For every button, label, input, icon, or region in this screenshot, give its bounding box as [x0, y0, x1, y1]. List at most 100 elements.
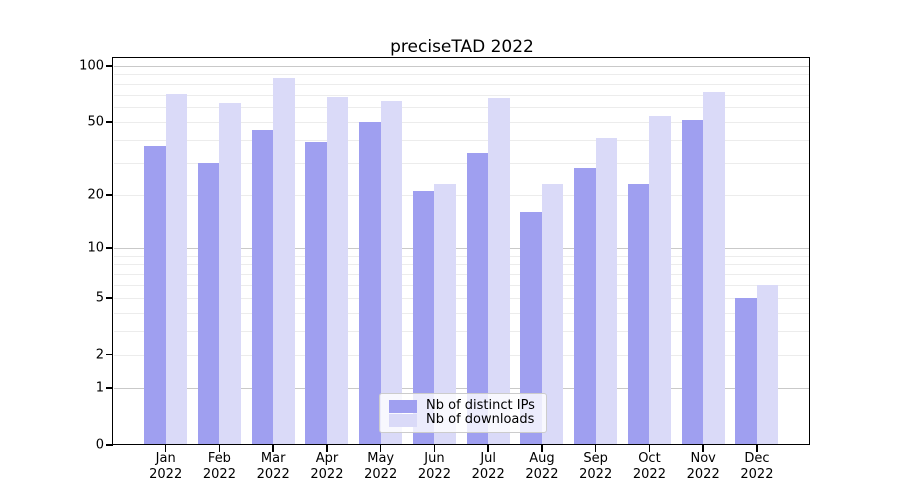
y-tick-label-20: 20 — [87, 187, 104, 203]
legend-entry-downloads: Nb of downloads — [389, 413, 537, 427]
x-tick-jan-2022 — [164, 445, 167, 452]
legend-label-distinct-ips: Nb of distinct IPs — [426, 398, 535, 413]
gridline-minor-9 — [114, 255, 810, 257]
bar-nb-of-distinct-ips-jun-2022 — [412, 190, 435, 445]
x-tick-month: Feb — [207, 451, 231, 466]
x-tick-month: Mar — [260, 451, 286, 466]
y-tick-label-1: 1 — [95, 380, 104, 396]
x-tick-year: 2022 — [256, 467, 290, 482]
x-tick-year: 2022 — [364, 467, 398, 482]
x-tick-nov-2022 — [702, 445, 704, 452]
bar-nb-of-downloads-may-2022 — [380, 100, 403, 445]
bar-nb-of-distinct-ips-jul-2022 — [466, 152, 489, 445]
x-tick-month: Jun — [424, 451, 445, 466]
x-tick-label-sep-2022: Sep 2022 — [579, 451, 612, 483]
y-tick-1 — [106, 387, 113, 389]
bar-nb-of-distinct-ips-feb-2022 — [197, 162, 220, 445]
bar-nb-of-distinct-ips-may-2022 — [359, 121, 381, 445]
gridline-minor-6 — [114, 285, 810, 287]
x-tick-month: Nov — [690, 451, 716, 466]
bar-nb-of-distinct-ips-mar-2022 — [251, 130, 274, 445]
gridline-major-1 — [114, 388, 810, 390]
bar-nb-of-downloads-oct-2022 — [649, 115, 671, 445]
gridline-minor-4 — [114, 312, 810, 314]
bar-nb-of-downloads-mar-2022 — [273, 78, 295, 445]
y-tick-5 — [106, 297, 113, 299]
gridline-major-10 — [114, 247, 810, 249]
gridline-minor-3 — [114, 331, 810, 333]
bar-nb-of-distinct-ips-dec-2022 — [735, 297, 757, 445]
x-tick-sep-2022 — [594, 445, 597, 452]
x-tick-label-jul-2022: Jul 2022 — [472, 451, 505, 483]
x-tick-year: 2022 — [632, 467, 666, 482]
x-tick-label-apr-2022: Apr 2022 — [310, 451, 343, 483]
gridline-minor-70 — [114, 94, 810, 96]
x-tick-label-mar-2022: Mar 2022 — [257, 451, 290, 483]
gridline-minor-90 — [114, 74, 810, 76]
y-tick-20 — [106, 194, 113, 196]
bar-nb-of-distinct-ips-nov-2022 — [681, 120, 704, 445]
legend-entry-distinct-ips: Nb of distinct IPs — [389, 399, 537, 413]
y-tick-50 — [106, 121, 113, 123]
y-tick-label-50: 50 — [87, 114, 104, 130]
bar-nb-of-downloads-nov-2022 — [703, 92, 725, 445]
gridline-minor-8 — [114, 264, 810, 266]
x-tick-month: May — [367, 451, 395, 466]
y-tick-100 — [106, 65, 113, 67]
gridline-minor-7 — [114, 274, 810, 276]
x-tick-aug-2022 — [541, 445, 543, 452]
gridline-minor-60 — [114, 107, 810, 109]
x-tick-year: 2022 — [202, 467, 236, 482]
x-tick-year: 2022 — [740, 467, 774, 482]
gridline-minor-80 — [114, 83, 810, 85]
bar-nb-of-distinct-ips-jan-2022 — [144, 146, 166, 445]
y-tick-2 — [106, 353, 113, 356]
gridline-minor-30 — [114, 162, 810, 164]
x-tick-year: 2022 — [471, 467, 505, 482]
y-tick-label-5: 5 — [95, 290, 104, 306]
x-tick-jun-2022 — [433, 445, 436, 452]
legend: Nb of distinct IPs Nb of downloads — [379, 393, 547, 433]
legend-swatch-distinct-ips — [389, 399, 417, 413]
bar-nb-of-distinct-ips-aug-2022 — [520, 212, 542, 445]
bar-nb-of-downloads-jun-2022 — [434, 183, 456, 445]
x-tick-month: Jan — [155, 451, 176, 466]
x-tick-mar-2022 — [272, 445, 274, 452]
y-tick-label-0: 0 — [95, 437, 104, 453]
gridline-minor-20 — [114, 194, 810, 196]
x-tick-year: 2022 — [525, 467, 559, 482]
y-tick-0 — [106, 444, 113, 446]
gridline-minor-40 — [114, 139, 810, 141]
gridline-minor-5 — [114, 297, 810, 299]
bar-nb-of-downloads-apr-2022 — [326, 97, 349, 445]
bar-nb-of-downloads-aug-2022 — [541, 183, 564, 445]
x-tick-month: Dec — [744, 451, 770, 466]
x-tick-month: Oct — [638, 451, 661, 466]
bar-nb-of-distinct-ips-sep-2022 — [574, 168, 596, 445]
bar-nb-of-downloads-sep-2022 — [595, 137, 618, 445]
x-tick-month: Sep — [583, 451, 608, 466]
x-tick-dec-2022 — [756, 445, 758, 452]
bar-nb-of-distinct-ips-apr-2022 — [305, 141, 327, 445]
x-tick-month: Apr — [315, 451, 339, 466]
legend-label-downloads: Nb of downloads — [426, 412, 535, 427]
x-tick-label-dec-2022: Dec 2022 — [740, 451, 773, 483]
x-tick-year: 2022 — [310, 467, 344, 482]
x-tick-label-feb-2022: Feb 2022 — [203, 451, 236, 483]
gridline-minor-2 — [114, 354, 810, 356]
x-tick-may-2022 — [379, 445, 382, 452]
y-tick-label-2: 2 — [95, 347, 104, 363]
gridline-major-100 — [114, 65, 810, 67]
x-tick-apr-2022 — [326, 445, 328, 452]
y-tick-10 — [106, 247, 113, 249]
x-tick-label-aug-2022: Aug 2022 — [525, 451, 558, 483]
x-tick-jul-2022 — [487, 445, 489, 452]
x-tick-label-oct-2022: Oct 2022 — [633, 451, 666, 483]
gridline-minor-50 — [114, 121, 810, 123]
x-tick-oct-2022 — [648, 445, 651, 452]
x-tick-label-may-2022: May 2022 — [364, 451, 397, 483]
x-tick-feb-2022 — [218, 445, 221, 452]
x-tick-month: Aug — [529, 451, 555, 466]
x-tick-label-jun-2022: Jun 2022 — [418, 451, 451, 483]
